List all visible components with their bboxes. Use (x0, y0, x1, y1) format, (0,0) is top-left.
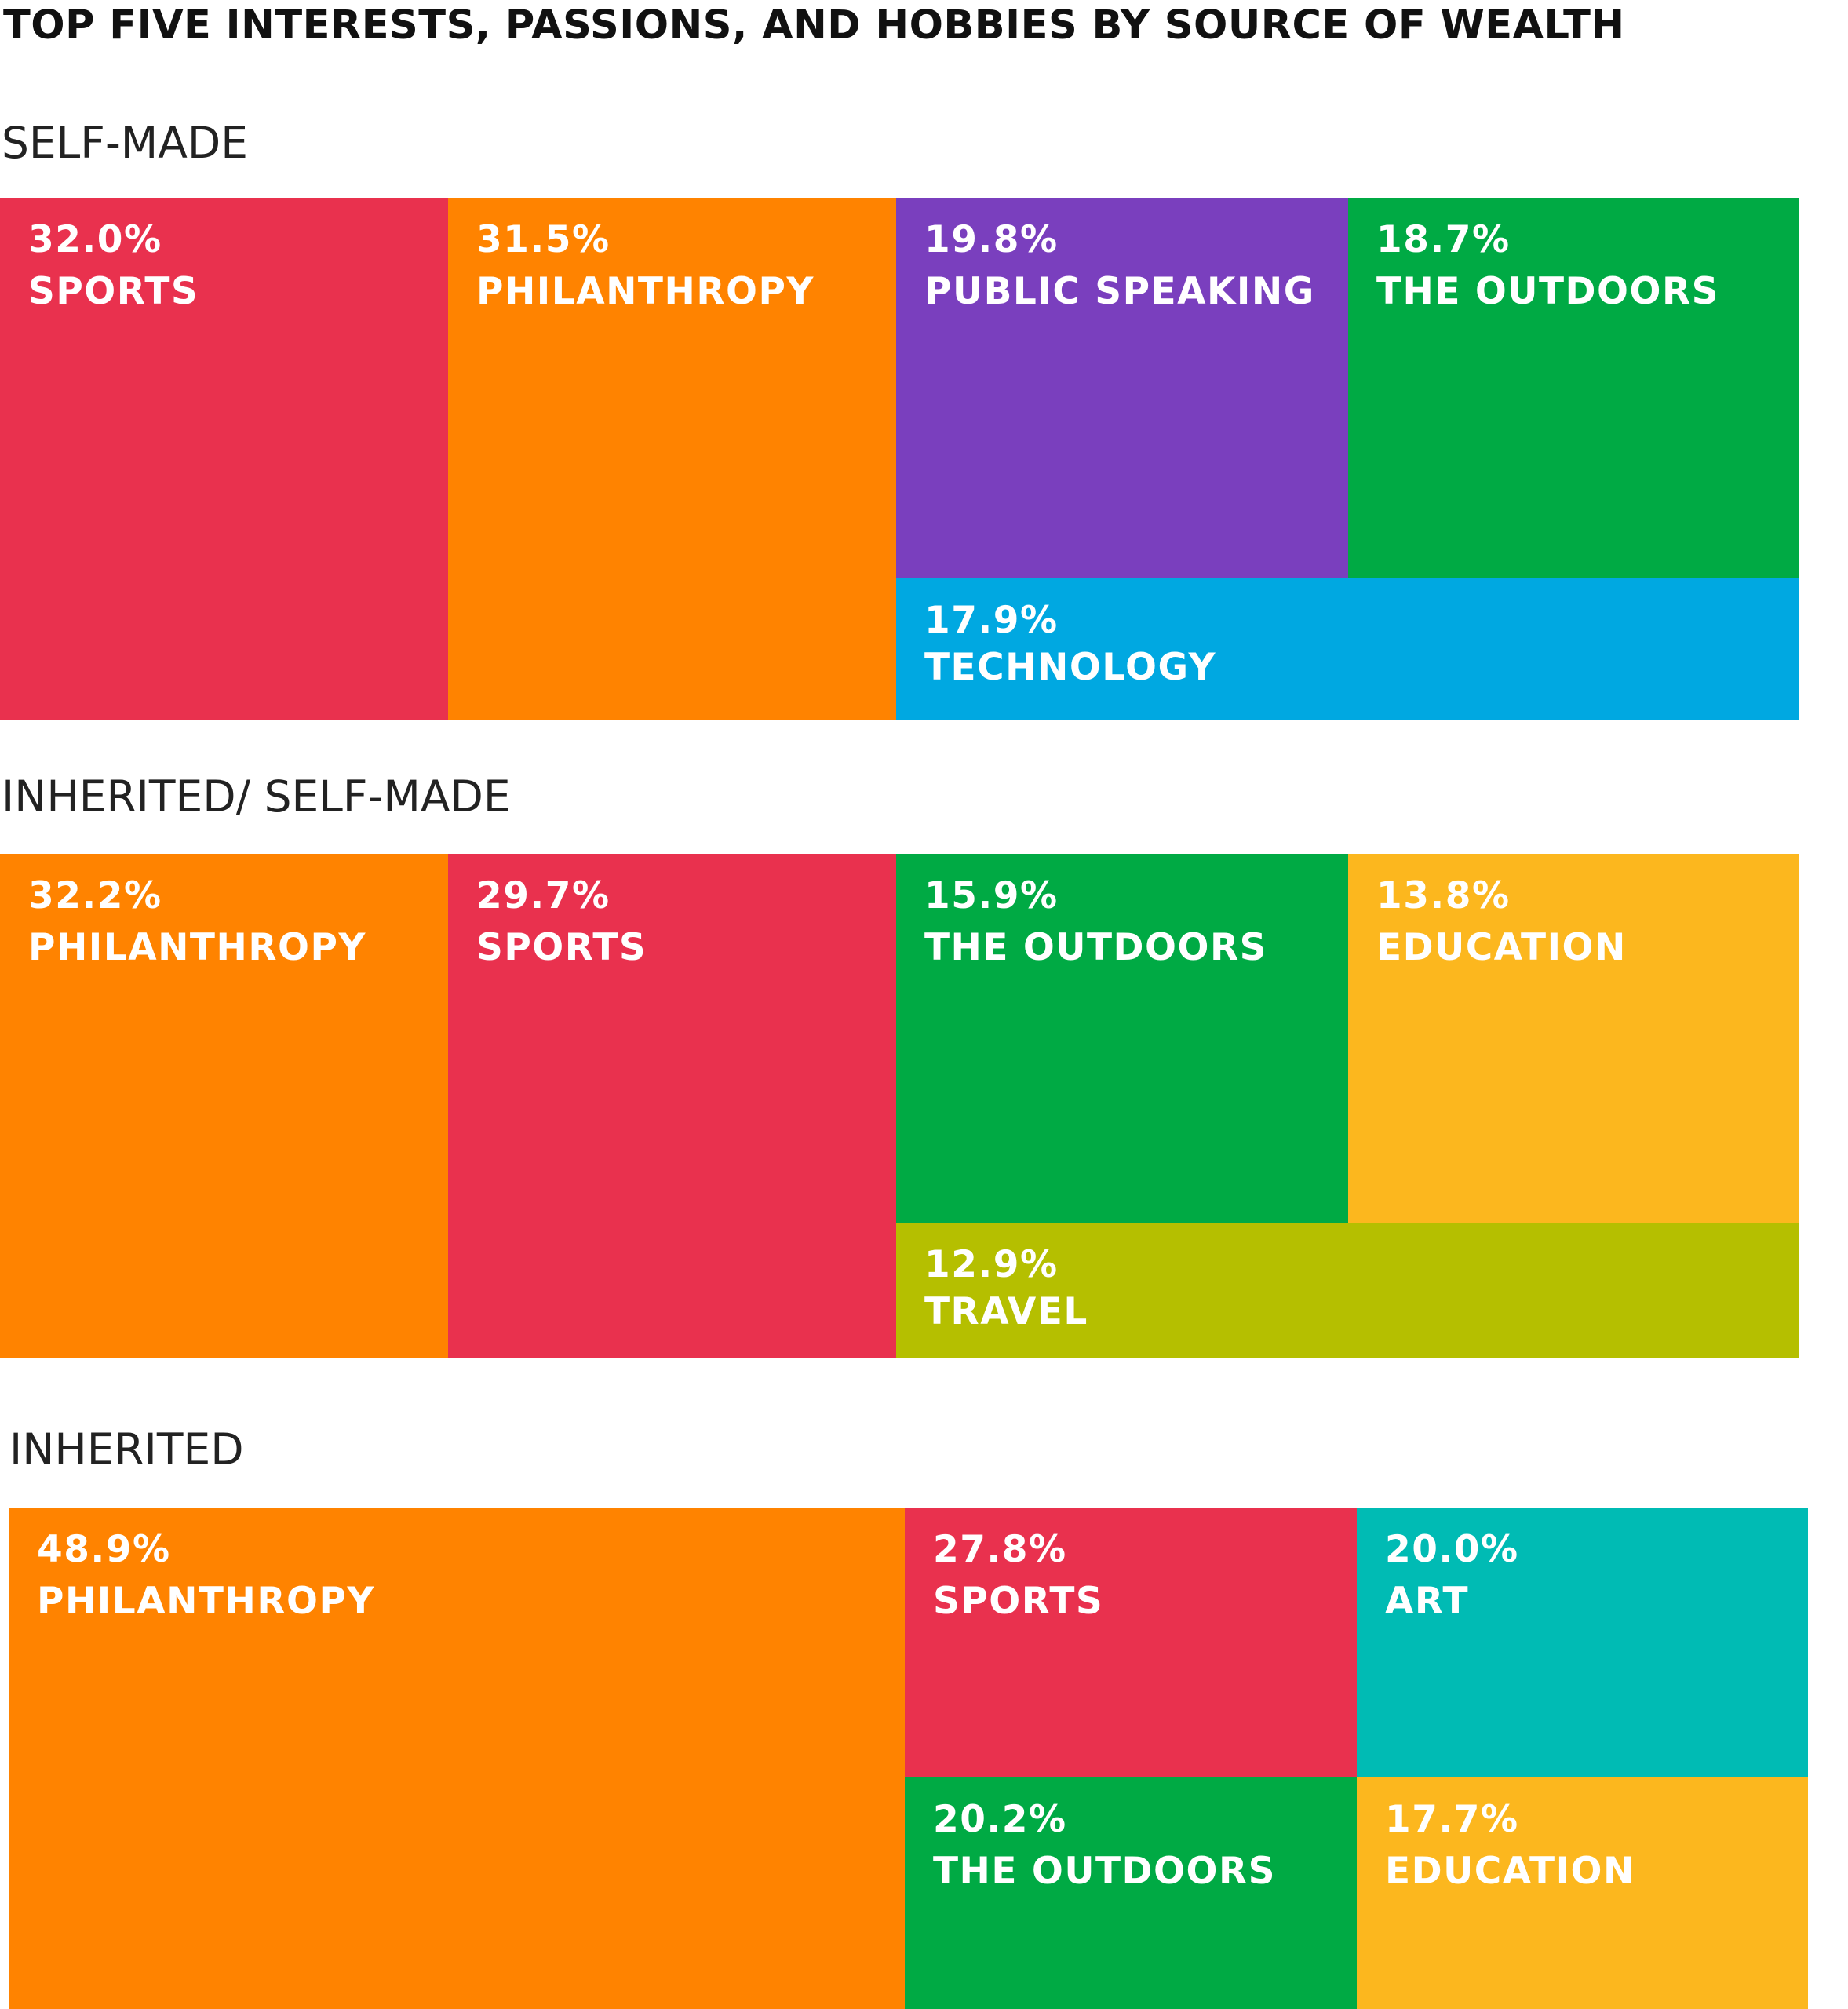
treemap-tile-technology: 17.9% TECHNOLOGY (896, 578, 1799, 720)
treemap-self-made: 32.0% SPORTS 31.5% PHILANTHROPY 19.8% PUBLIC … (0, 198, 1799, 720)
treemap-tile-public-speaking: 19.8% PUBLIC SPEAKING (896, 198, 1348, 578)
treemap-tile-the-outdoors: 20.2% THE OUTDOORS (905, 1777, 1357, 2009)
treemap-tile-the-outdoors: 15.9% THE OUTDOORS (896, 854, 1348, 1223)
tile-value-label: 17.9% (924, 599, 1059, 642)
treemap-tile-sports: 32.0% SPORTS (0, 198, 448, 720)
tile-category-label: TECHNOLOGY (924, 646, 1217, 689)
tile-value-label: 18.7% (1376, 218, 1511, 261)
tile-category-label: THE OUTDOORS (1376, 270, 1720, 313)
tile-value-label: 13.8% (1376, 874, 1511, 917)
treemap-tile-travel: 12.9% TRAVEL (896, 1223, 1799, 1358)
treemap-tile-sports: 27.8% SPORTS (905, 1508, 1357, 1777)
tile-value-label: 12.9% (924, 1243, 1059, 1286)
treemap-tile-philanthropy: 32.2% PHILANTHROPY (0, 854, 448, 1358)
tile-category-label: SPORTS (28, 270, 199, 313)
treemap-tile-the-outdoors: 18.7% THE OUTDOORS (1348, 198, 1799, 578)
tile-value-label: 17.7% (1385, 1798, 1519, 1841)
tile-value-label: 20.2% (933, 1798, 1067, 1841)
tile-value-label: 19.8% (924, 218, 1059, 261)
tile-category-label: EDUCATION (1376, 926, 1627, 969)
tile-value-label: 29.7% (476, 874, 611, 917)
section-label-inherited-self-made: INHERITED/ SELF-MADE (2, 771, 511, 822)
treemap-tile-sports: 29.7% SPORTS (448, 854, 896, 1358)
tile-category-label: THE OUTDOORS (933, 1850, 1277, 1893)
treemap-inherited-self-made: 32.2% PHILANTHROPY 29.7% SPORTS 15.9% THE OUT… (0, 854, 1799, 1358)
tile-category-label: SPORTS (476, 926, 647, 969)
tile-category-label: PHILANTHROPY (28, 926, 366, 969)
tile-value-label: 31.5% (476, 218, 611, 261)
treemap-tile-art: 20.0% ART (1357, 1508, 1808, 1777)
treemap-tile-education: 13.8% EDUCATION (1348, 854, 1799, 1223)
tile-category-label: SPORTS (933, 1580, 1104, 1623)
section-label-inherited: INHERITED (9, 1424, 244, 1475)
tile-category-label: PHILANTHROPY (37, 1580, 375, 1623)
tile-category-label: PUBLIC SPEAKING (924, 270, 1315, 313)
tile-value-label: 48.9% (37, 1528, 171, 1571)
treemap-inherited: 48.9% PHILANTHROPY 27.8% SPORTS 20.0% ART 20.2… (9, 1508, 1808, 2009)
tile-category-label: TRAVEL (924, 1290, 1088, 1333)
treemap-tile-education: 17.7% EDUCATION (1357, 1777, 1808, 2009)
tile-category-label: ART (1385, 1580, 1470, 1623)
section-label-self-made: SELF-MADE (2, 118, 248, 168)
tile-value-label: 32.2% (28, 874, 162, 917)
tile-value-label: 27.8% (933, 1528, 1067, 1571)
tile-category-label: THE OUTDOORS (924, 926, 1268, 969)
tile-category-label: EDUCATION (1385, 1850, 1635, 1893)
treemap-tile-philanthropy: 48.9% PHILANTHROPY (9, 1508, 905, 2009)
tile-value-label: 20.0% (1385, 1528, 1519, 1571)
tile-category-label: PHILANTHROPY (476, 270, 815, 313)
tile-value-label: 15.9% (924, 874, 1059, 917)
chart-title: TOP FIVE INTERESTS, PASSIONS, AND HOBBIE… (3, 2, 1625, 49)
tile-value-label: 32.0% (28, 218, 162, 261)
treemap-tile-philanthropy: 31.5% PHILANTHROPY (448, 198, 896, 720)
